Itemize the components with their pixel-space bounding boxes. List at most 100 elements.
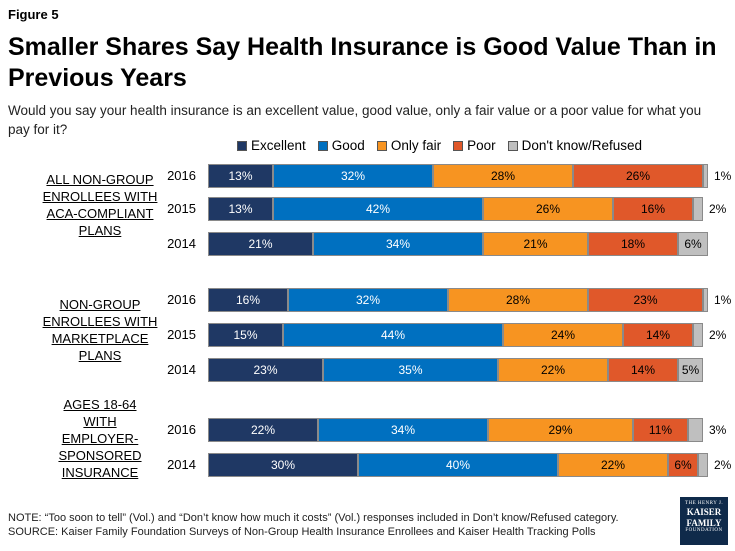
bar-segment-good: 32% bbox=[273, 164, 433, 188]
chart-subtitle: Would you say your health insurance is a… bbox=[8, 103, 702, 137]
bar-segment-good: 35% bbox=[323, 358, 498, 382]
stacked-bar: 13% 32% 28% 26% bbox=[208, 164, 708, 188]
outside-data-label: 2% bbox=[709, 328, 727, 342]
bar-segment-excellent: 13% bbox=[208, 197, 273, 221]
bar-segment-poor: 6% bbox=[668, 453, 698, 477]
outside-data-label: 2% bbox=[709, 202, 727, 216]
year-label: 2014 bbox=[167, 362, 196, 377]
legend-swatch bbox=[376, 140, 387, 151]
bar-segment-excellent: 21% bbox=[208, 232, 313, 256]
bar-segment-only-fair: 29% bbox=[488, 418, 633, 442]
note-line: NOTE: “Too soon to tell” (Vol.) and “Don… bbox=[8, 512, 619, 524]
legend-item: Good bbox=[317, 138, 365, 153]
logo-line-3: FAMILY bbox=[686, 518, 722, 528]
year-label: 2015 bbox=[167, 201, 196, 216]
bar-segment-don-t-know-refused: 6% bbox=[678, 232, 708, 256]
bar-segment-only-fair: 24% bbox=[503, 323, 623, 347]
group-label: AGES 18-64 WITH EMPLOYER- SPONSORED INSURANC… bbox=[20, 396, 180, 481]
legend-swatch bbox=[453, 140, 464, 151]
group-label: ALL NON-GROUP ENROLLEES WITH ACA-COMPLIANT… bbox=[20, 171, 180, 239]
legend-swatch bbox=[237, 140, 247, 151]
bar-segment-poor: 14% bbox=[623, 323, 693, 347]
stacked-bar: 22% 34% 29% 11% bbox=[208, 418, 703, 442]
group-label-line: SPONSORED bbox=[58, 448, 142, 463]
stacked-bar: 23% 35% 22% 14% 5% bbox=[208, 358, 703, 382]
bar-segment-excellent: 30% bbox=[208, 453, 358, 477]
group-label-line: ENROLLEES WITH bbox=[42, 189, 158, 204]
group-label-line: INSURANCE bbox=[61, 465, 139, 480]
bar-segment-poor: 23% bbox=[588, 288, 703, 312]
bar-segment-don-t-know-refused bbox=[698, 453, 708, 477]
legend-swatch bbox=[317, 140, 328, 151]
kff-logo: THE HENRY J. KAISER FAMILY FOUNDATION bbox=[680, 497, 728, 545]
stacked-bar: 21% 34% 21% 18% 6% bbox=[208, 232, 708, 256]
bar-segment-excellent: 23% bbox=[208, 358, 323, 382]
bar-segment-only-fair: 22% bbox=[558, 453, 668, 477]
group-label-line: AGES 18-64 bbox=[63, 397, 137, 412]
logo-line-4: FOUNDATION bbox=[685, 528, 723, 533]
bar-segment-good: 42% bbox=[273, 197, 483, 221]
bar-segment-good: 34% bbox=[318, 418, 488, 442]
outside-data-label: 1% bbox=[714, 169, 732, 183]
bar-segment-poor: 26% bbox=[573, 164, 703, 188]
group-label-line: MARKETPLACE bbox=[51, 331, 149, 346]
bar-segment-don-t-know-refused bbox=[693, 197, 703, 221]
group-label-line: PLANS bbox=[78, 348, 122, 363]
legend: Excellent Good Only fair Poor Don't know/Ref… bbox=[237, 138, 654, 153]
legend-label: Excellent bbox=[251, 138, 306, 153]
bar-segment-good: 44% bbox=[283, 323, 503, 347]
year-label: 2015 bbox=[167, 327, 196, 342]
bar-segment-excellent: 16% bbox=[208, 288, 288, 312]
group-label-line: EMPLOYER- bbox=[61, 431, 139, 446]
legend-label: Only fair bbox=[390, 138, 442, 153]
outside-data-label: 2% bbox=[714, 458, 732, 472]
outside-data-label: 3% bbox=[709, 423, 727, 437]
logo-line-1: THE HENRY J. bbox=[684, 501, 724, 506]
bar-segment-don-t-know-refused bbox=[688, 418, 703, 442]
bar-segment-poor: 14% bbox=[608, 358, 678, 382]
bar-segment-only-fair: 21% bbox=[483, 232, 588, 256]
bar-segment-don-t-know-refused bbox=[693, 323, 703, 347]
group-label-line: NON-GROUP bbox=[59, 297, 141, 312]
group-label-line: PLANS bbox=[78, 223, 122, 238]
bar-segment-only-fair: 28% bbox=[433, 164, 573, 188]
stacked-bar: 16% 32% 28% 23% bbox=[208, 288, 708, 312]
bar-segment-excellent: 15% bbox=[208, 323, 283, 347]
chart-title: Smaller Shares Say Health Insurance is G… bbox=[8, 33, 717, 92]
group-label-line: ENROLLEES WITH bbox=[42, 314, 158, 329]
stacked-bar: 13% 42% 26% 16% bbox=[208, 197, 703, 221]
bar-segment-only-fair: 28% bbox=[448, 288, 588, 312]
legend-label: Good bbox=[331, 138, 365, 153]
bar-segment-good: 32% bbox=[288, 288, 448, 312]
legend-label: Poor bbox=[467, 138, 496, 153]
legend-item: Excellent bbox=[237, 138, 306, 153]
year-label: 2016 bbox=[167, 422, 196, 437]
stacked-bar: 15% 44% 24% 14% bbox=[208, 323, 703, 347]
bar-segment-good: 40% bbox=[358, 453, 558, 477]
bar-segment-don-t-know-refused bbox=[703, 288, 708, 312]
outside-data-label: 1% bbox=[714, 293, 732, 307]
bar-segment-don-t-know-refused bbox=[703, 164, 708, 188]
group-label-line: ALL NON-GROUP bbox=[46, 172, 154, 187]
group-label-line: WITH bbox=[83, 414, 117, 429]
year-label: 2014 bbox=[167, 236, 196, 251]
bar-segment-excellent: 13% bbox=[208, 164, 273, 188]
bar-segment-poor: 18% bbox=[588, 232, 678, 256]
bar-segment-poor: 16% bbox=[613, 197, 693, 221]
figure-label: Figure 5 bbox=[8, 7, 59, 22]
logo-line-2: KAISER bbox=[686, 507, 722, 517]
bar-segment-only-fair: 26% bbox=[483, 197, 613, 221]
legend-item: Poor bbox=[453, 138, 496, 153]
legend-item: Don't know/Refused bbox=[507, 138, 643, 153]
bar-segment-good: 34% bbox=[313, 232, 483, 256]
bar-segment-don-t-know-refused: 5% bbox=[678, 358, 703, 382]
legend-item: Only fair bbox=[376, 138, 442, 153]
bar-segment-excellent: 22% bbox=[208, 418, 318, 442]
year-label: 2016 bbox=[167, 168, 196, 183]
year-label: 2014 bbox=[167, 457, 196, 472]
year-label: 2016 bbox=[167, 292, 196, 307]
legend-label: Don't know/Refused bbox=[521, 138, 643, 153]
bar-segment-only-fair: 22% bbox=[498, 358, 608, 382]
group-label: NON-GROUP ENROLLEES WITH MARKETPLACE PLANS bbox=[20, 296, 180, 364]
bar-segment-poor: 11% bbox=[633, 418, 688, 442]
